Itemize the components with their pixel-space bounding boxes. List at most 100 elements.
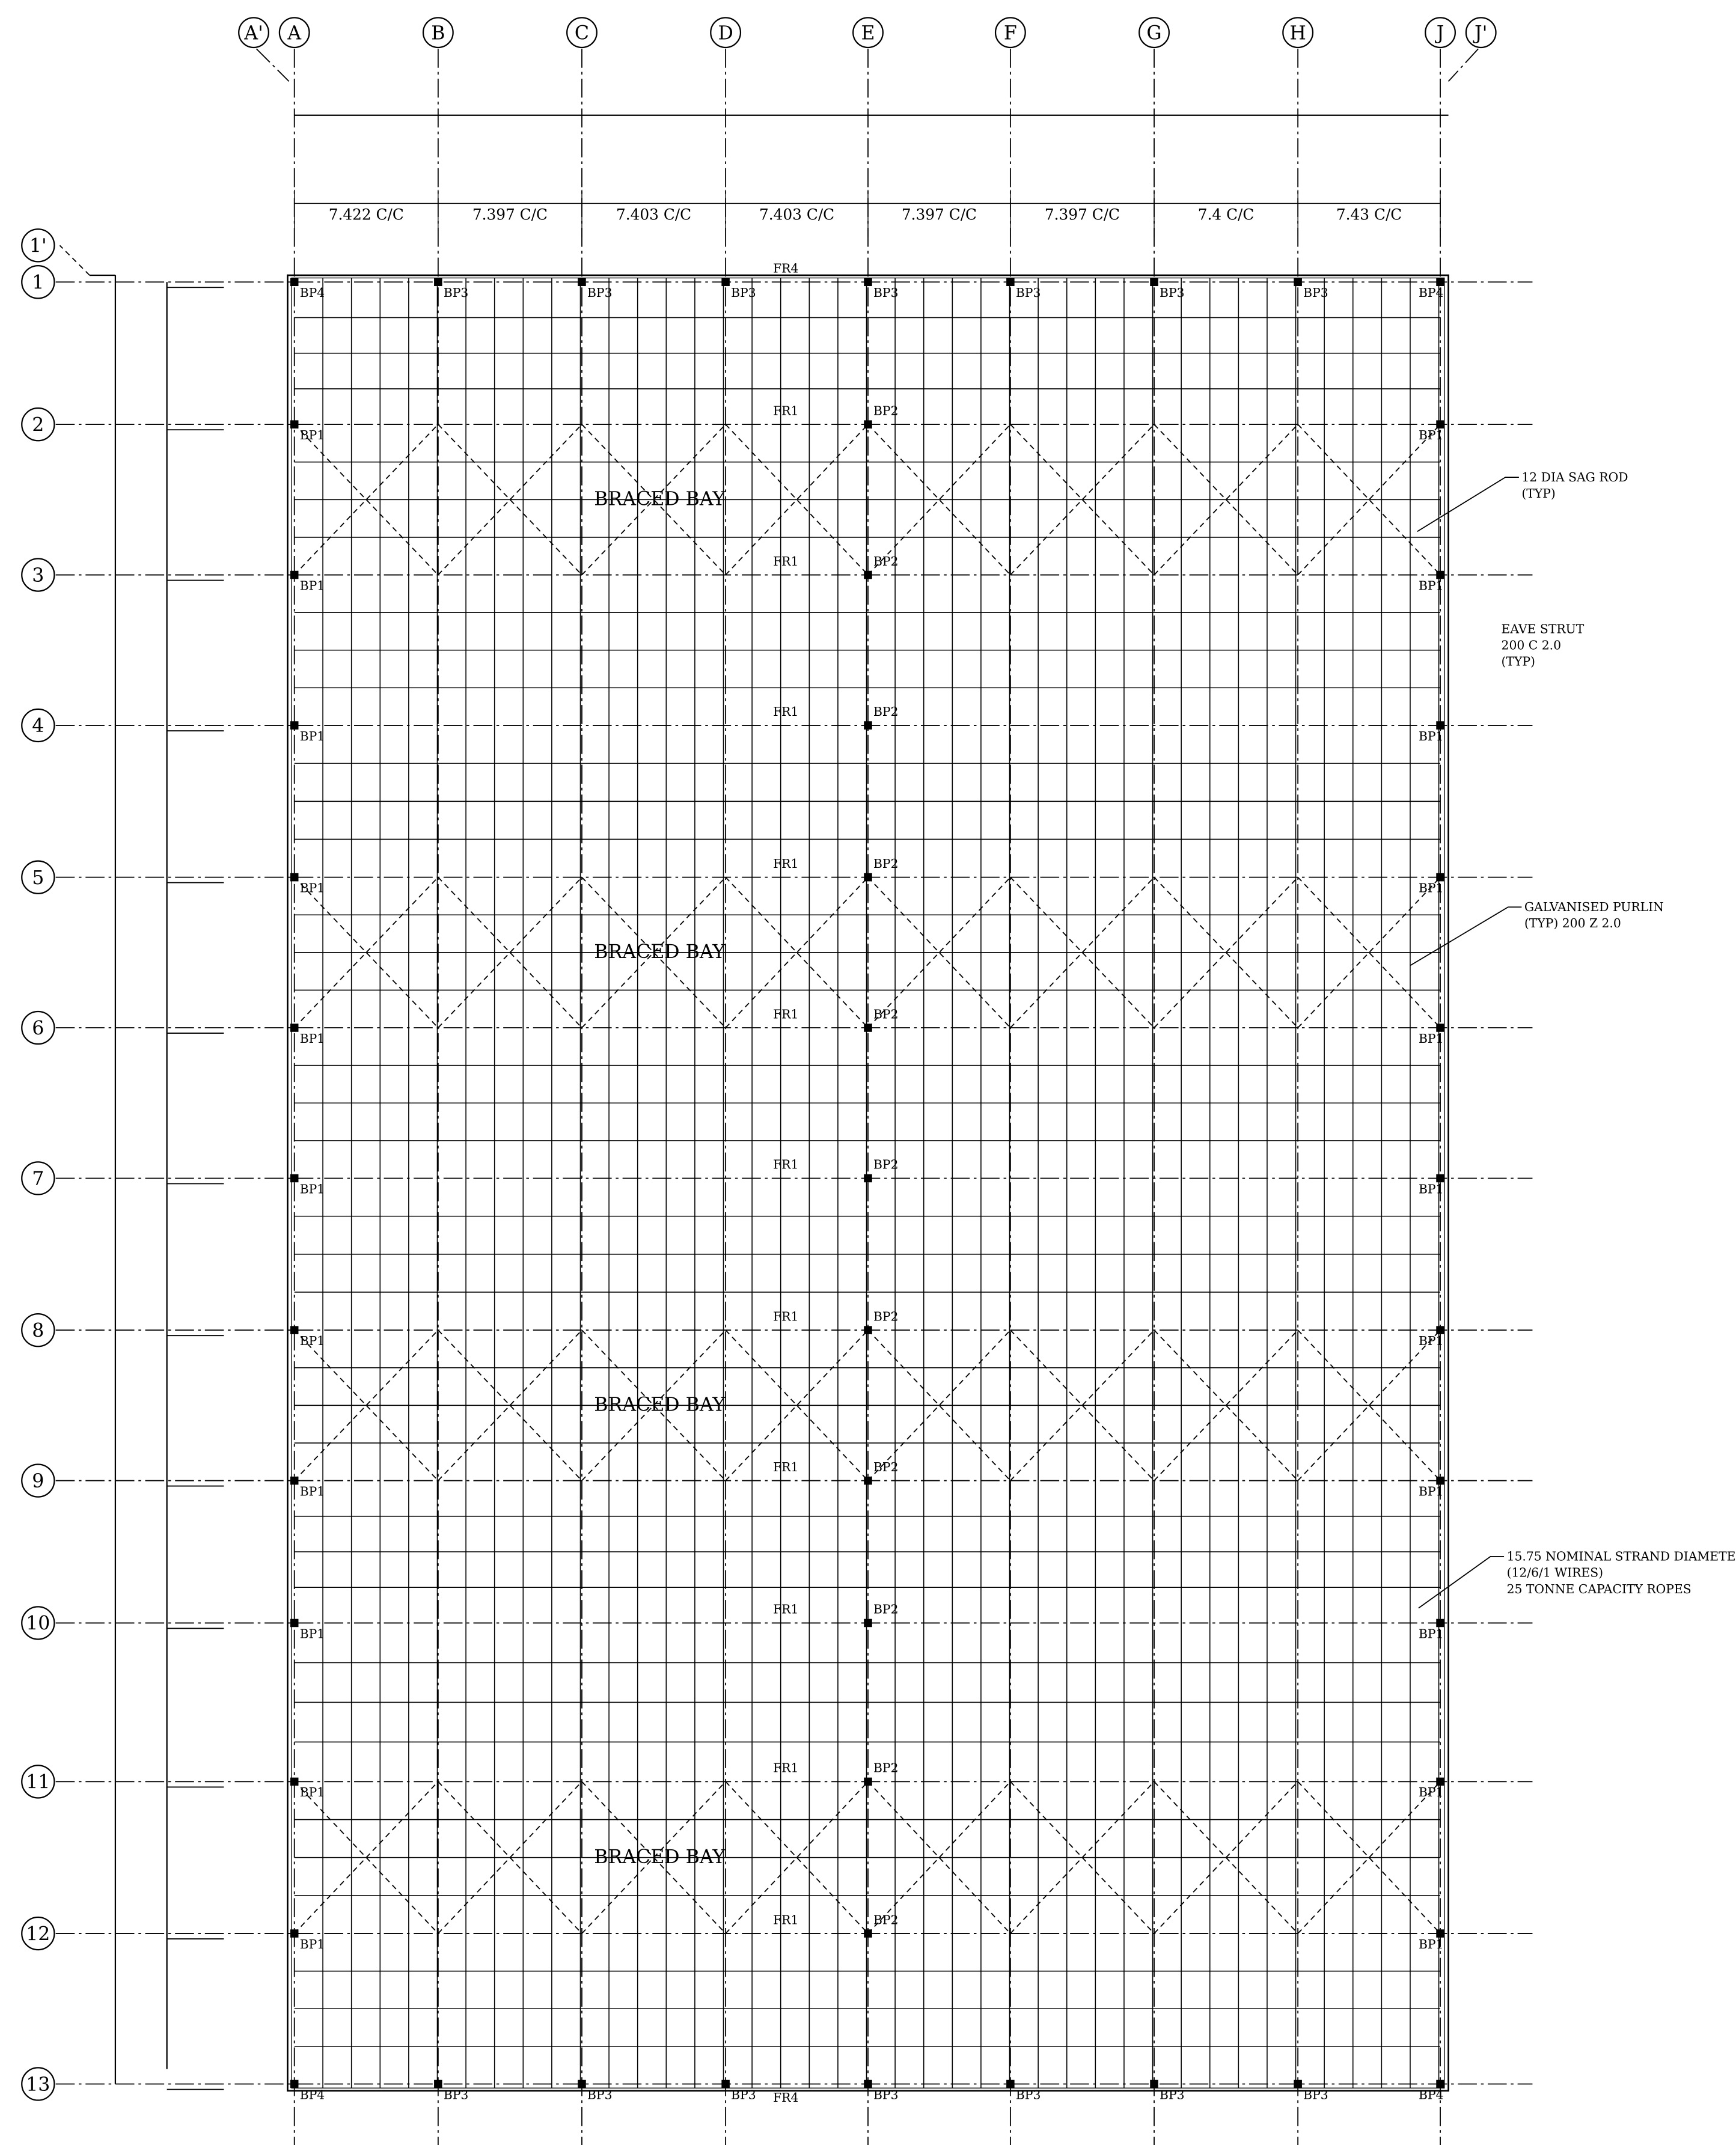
- base-plate-label: BP1: [300, 1785, 325, 1799]
- base-plate: [1436, 1777, 1444, 1786]
- base-plate: [1436, 1024, 1444, 1032]
- base-plate: [290, 420, 299, 429]
- grid-bubble: [21, 1606, 55, 1640]
- base-plate: [1436, 570, 1444, 579]
- grid-bubble: [1425, 17, 1456, 49]
- base-plate-label: BP3: [1303, 2087, 1328, 2102]
- base-plate-label: BP2: [873, 403, 898, 418]
- brace: [725, 1329, 869, 1481]
- note-leader: [1417, 477, 1519, 532]
- base-plate: [1150, 2079, 1158, 2089]
- base-plate-label: BP2: [873, 1761, 898, 1775]
- frame-label: FR1: [773, 1460, 798, 1474]
- grid-bubble: [566, 17, 598, 49]
- note-leader: [1410, 906, 1522, 966]
- base-plate: [1006, 278, 1015, 287]
- base-plate-label: BP4: [300, 2087, 325, 2102]
- brace: [581, 877, 726, 1028]
- base-plate: [1294, 278, 1302, 287]
- brace: [867, 424, 1011, 576]
- base-plate: [864, 1929, 872, 1938]
- base-plate: [1436, 1929, 1444, 1938]
- base-plate-label: BP2: [873, 1912, 898, 1927]
- brace: [581, 424, 726, 576]
- brace: [438, 1329, 582, 1481]
- dimension-label: 7.422 C/C: [329, 206, 404, 223]
- base-plate-label: BP1: [1419, 578, 1444, 593]
- grid-bubble: [852, 17, 884, 49]
- base-plate-label: BP2: [873, 704, 898, 719]
- brace: [1154, 424, 1298, 576]
- brace: [1154, 1329, 1298, 1481]
- row-label: 1': [29, 236, 47, 257]
- brace: [1297, 877, 1441, 1028]
- brace: [581, 424, 726, 576]
- base-plate-label: BP3: [444, 2087, 469, 2102]
- note-leader: [1418, 1555, 1505, 1609]
- braced-bay-label: BRACED BAY: [594, 488, 726, 510]
- column-label: G: [1146, 22, 1161, 44]
- base-plate: [864, 873, 872, 882]
- base-plate: [1436, 1476, 1444, 1485]
- brace: [1010, 1329, 1155, 1481]
- base-plate: [864, 2079, 872, 2089]
- base-plate-label: BP1: [1419, 1484, 1444, 1498]
- brace: [1154, 1781, 1298, 1934]
- base-plate-label: BP1: [1419, 1785, 1444, 1799]
- grid-bubble: [1282, 17, 1314, 49]
- frame-label: FR4: [773, 261, 798, 275]
- frame-label: FR1: [773, 1309, 798, 1323]
- base-plate-label: BP3: [587, 2087, 613, 2102]
- row-label: 9: [32, 1471, 44, 1492]
- brace: [581, 1329, 726, 1481]
- brace: [438, 877, 582, 1028]
- brace: [438, 877, 582, 1028]
- base-plate: [290, 278, 299, 287]
- brace: [438, 1329, 582, 1481]
- brace: [294, 424, 439, 576]
- column-label: J': [1473, 22, 1487, 44]
- grid-bubble: [21, 1161, 55, 1195]
- base-plate: [290, 1326, 299, 1334]
- base-plate-label: BP1: [300, 1937, 325, 1951]
- base-plate-label: BP1: [300, 880, 325, 895]
- base-plate: [864, 1174, 872, 1183]
- brace: [294, 1781, 439, 1934]
- grid-leader: [1447, 48, 1479, 82]
- base-plate-label: BP1: [1419, 1334, 1444, 1348]
- brace: [581, 1781, 726, 1934]
- base-plate-label: BP4: [1419, 285, 1444, 300]
- base-plate-label: BP3: [444, 285, 469, 300]
- brace: [294, 877, 439, 1028]
- brace: [867, 1329, 1011, 1481]
- brace: [294, 424, 439, 576]
- brace: [867, 877, 1011, 1028]
- row-label: 1: [32, 272, 44, 294]
- brace: [1010, 1781, 1155, 1934]
- brace: [867, 424, 1011, 576]
- base-plate-label: BP1: [1419, 729, 1444, 743]
- brace: [294, 1329, 439, 1481]
- base-plate: [290, 570, 299, 579]
- braced-bay-label: BRACED BAY: [594, 1394, 726, 1415]
- base-plate-label: BP2: [873, 1309, 898, 1323]
- column-label: F: [1004, 22, 1017, 44]
- grid-bubble: [21, 407, 55, 442]
- column-label: C: [575, 22, 589, 44]
- base-plate: [290, 1619, 299, 1628]
- base-plate-label: BP1: [300, 428, 325, 442]
- base-plate: [864, 1326, 872, 1334]
- base-plate-label: BP3: [1016, 2087, 1041, 2102]
- base-plate-label: BP1: [300, 729, 325, 743]
- base-plate-label: BP1: [1419, 428, 1444, 442]
- grid-bubble: [21, 1916, 55, 1951]
- base-plate: [578, 278, 586, 287]
- frame-label: FR1: [773, 1007, 798, 1021]
- brace: [294, 1329, 439, 1481]
- grid-bubble: [422, 17, 454, 49]
- grid-bubble: [21, 228, 55, 263]
- base-plate-label: BP1: [1419, 880, 1444, 895]
- base-plate-label: BP3: [1160, 2087, 1184, 2102]
- base-plate-label: BP3: [873, 2087, 898, 2102]
